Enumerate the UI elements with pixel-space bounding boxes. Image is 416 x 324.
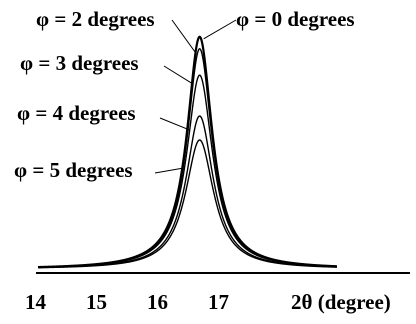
x-tick-label-16: 16 — [147, 290, 168, 314]
x-tick-label-15: 15 — [86, 290, 107, 314]
series-label-phi-3: φ = 3 degrees — [20, 51, 139, 75]
series-line-4 — [37, 139, 337, 269]
leader-phi-4 — [159, 117, 190, 131]
leader-phi-5 — [154, 167, 184, 174]
leader-phi-0 — [203, 19, 237, 40]
label-leader-lines — [154, 19, 237, 174]
x-tick-label-14: 14 — [25, 290, 47, 314]
series-label-phi-5: φ = 5 degrees — [14, 158, 133, 182]
x-tick-label-17: 17 — [208, 290, 229, 314]
series-label-phi-4: φ = 4 degrees — [17, 101, 136, 125]
series-label-phi-2: φ = 2 degrees — [36, 7, 155, 31]
series-label-phi-0: φ = 0 degrees — [236, 7, 355, 31]
leader-phi-2 — [171, 19, 197, 54]
leader-phi-3 — [163, 65, 192, 84]
x-axis-title: 2θ (degree) — [291, 290, 391, 314]
series-curves — [37, 35, 337, 269]
